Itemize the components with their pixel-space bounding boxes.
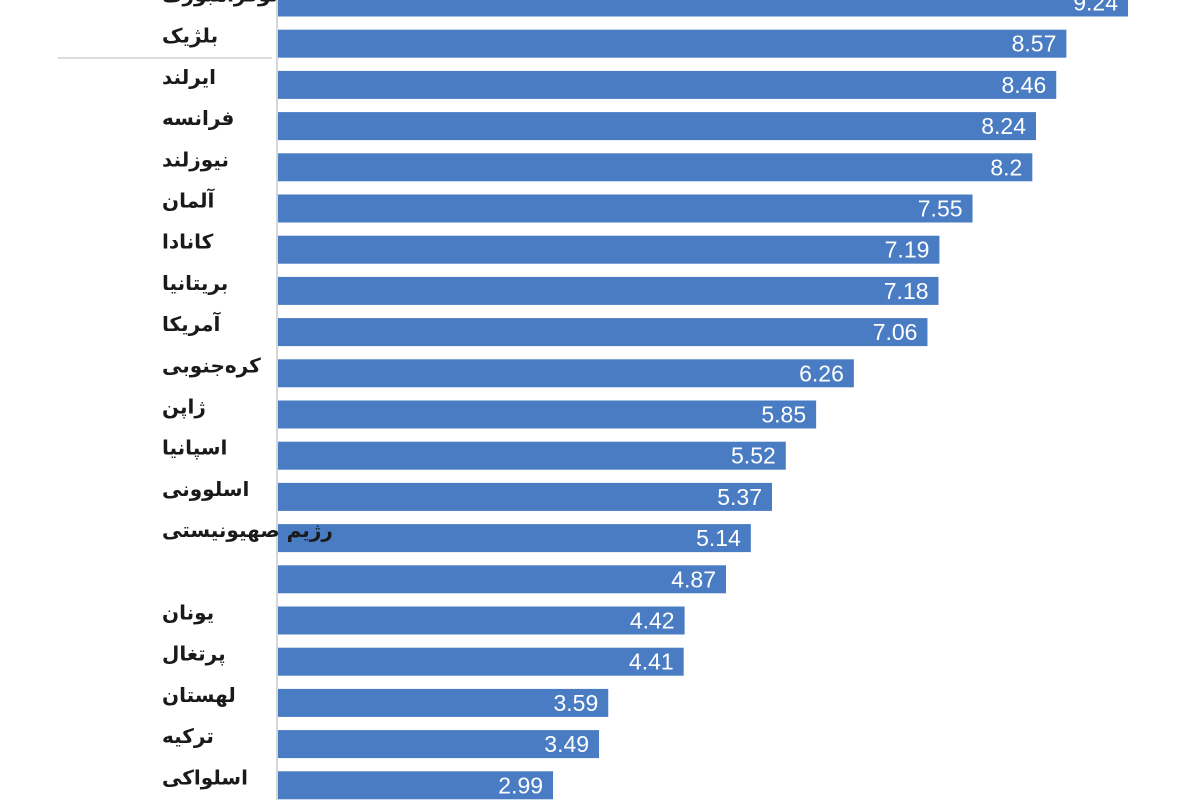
category-label: لهستان [162,683,236,707]
bar-value-label: 3.49 [544,731,589,757]
bar-value-label: 4.41 [629,649,674,675]
bar [278,441,786,470]
bar-value-label: 5.52 [731,443,776,469]
bar [278,70,1057,99]
category-label: اسلواکی [162,765,248,789]
bar-value-label: 7.06 [873,319,918,345]
bar-value-label: 2.99 [498,772,543,798]
bar [278,112,1037,141]
bar-value-label: 3.59 [553,690,598,716]
bar [278,276,939,305]
bar-value-label: 4.87 [671,566,716,592]
category-label: ترکیه [162,724,214,748]
category-label: ژاپن [162,395,206,420]
bars-group: 9.24 8.57 8.46 8.24 8.2 7.55 7.19 7.18 7.06 6.26 5… [278,0,1128,800]
category-label: پرتغال [162,642,226,667]
bar [278,730,600,759]
bar [278,565,726,594]
bar [278,318,928,347]
bar [278,524,751,553]
category-label: اسپانیا [162,436,227,461]
bar-value-label: 7.18 [884,278,929,304]
category-label: رژیم صهیونیستی [162,518,333,542]
category-label: یونان [162,601,214,625]
bar-value-label: 5.37 [717,484,762,510]
bar-value-label: 5.85 [761,402,806,428]
bar-value-label: 4.42 [630,608,675,634]
bar [278,235,940,264]
bar-value-label: 6.26 [799,360,844,386]
category-label: نیوزلند [162,147,229,171]
bar [278,482,772,511]
bar-value-label: 8.24 [981,113,1026,139]
bar [278,359,854,388]
bar [278,29,1067,58]
category-label: کره‌جنوبی [162,353,261,377]
category-label: لوکزامبورگ [162,0,278,7]
category-label: اسلوونی [162,477,249,501]
bar-value-label: 7.55 [918,196,963,222]
bar-value-label: 5.14 [696,525,741,551]
bar-value-label: 7.19 [885,237,930,263]
bar-value-label: 9.24 [1073,0,1118,16]
bar [278,606,685,635]
category-label: فرانسه [162,106,234,130]
bar-value-label: 8.46 [1001,72,1046,98]
category-label: آمریکا [162,311,221,336]
category-labels-group: لوکزامبورگ بلژیک ایرلند فرانسه نیوزلند آلمان ک… [162,0,333,789]
category-label: کانادا [162,230,214,254]
bar [278,400,817,429]
bar [278,153,1033,182]
bar [278,0,1128,17]
bar [278,688,609,717]
bar [278,771,554,800]
bar [278,194,973,223]
bar-value-label: 8.57 [1012,31,1057,57]
category-label: ایرلند [162,65,216,89]
category-label: بریتانیا [162,271,228,295]
category-label: آلمان [162,188,215,213]
bar-value-label: 8.2 [990,154,1022,180]
category-label: بلژیک [162,24,218,48]
bar [278,647,684,676]
